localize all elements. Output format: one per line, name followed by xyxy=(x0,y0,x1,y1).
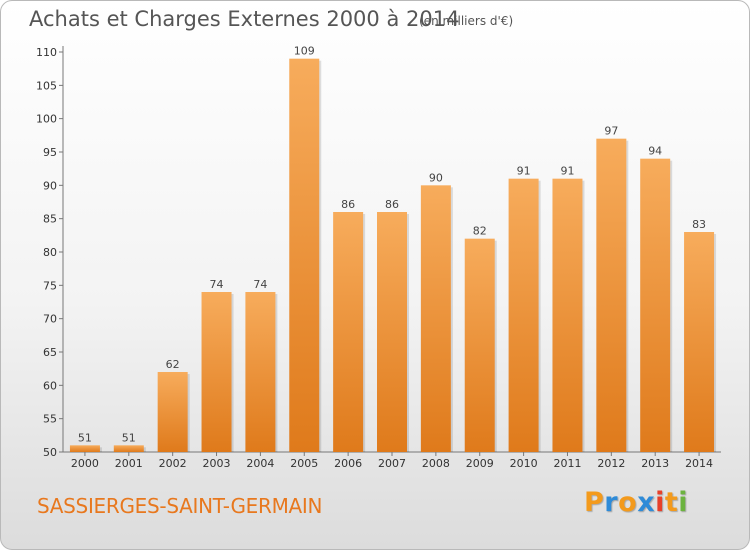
bar xyxy=(157,372,188,452)
x-tick-label: 2014 xyxy=(685,457,713,470)
proxiti-logo: Proxiti xyxy=(584,487,688,518)
x-tick-label: 2011 xyxy=(553,457,581,470)
logo-letter: i xyxy=(655,487,665,518)
x-tick-label: 2004 xyxy=(246,457,274,470)
y-tick-label: 100 xyxy=(36,113,57,126)
y-tick-label: 70 xyxy=(43,313,57,326)
logo-letter: x xyxy=(637,487,656,518)
bar xyxy=(245,292,276,452)
bar-value-label: 91 xyxy=(560,165,574,178)
bar-value-label: 74 xyxy=(253,278,267,291)
y-tick-label: 85 xyxy=(43,213,57,226)
bar xyxy=(333,212,364,452)
y-tick-label: 50 xyxy=(43,446,57,459)
chart-axes: 50 55 60 65 70 75 80 85 90 95 100 105 110 xyxy=(36,46,721,459)
bar-value-label: 90 xyxy=(429,171,443,184)
bar xyxy=(464,238,495,452)
bar-value-label: 86 xyxy=(341,198,355,211)
bar xyxy=(508,178,539,452)
logo-letter: r xyxy=(604,487,619,518)
bar-value-label: 83 xyxy=(692,218,706,231)
logo-letter: i xyxy=(678,487,689,518)
logo-letter: o xyxy=(618,487,638,518)
bar-value-label: 82 xyxy=(473,225,487,238)
y-tick-label: 75 xyxy=(43,279,57,292)
bar xyxy=(377,212,407,452)
bar xyxy=(684,232,715,452)
bar xyxy=(552,178,583,452)
y-tick-label: 90 xyxy=(43,179,57,192)
x-tick-label: 2006 xyxy=(334,457,362,470)
bar-value-label: 51 xyxy=(78,431,92,444)
x-tick-label: 2002 xyxy=(159,457,187,470)
x-tick-label: 2005 xyxy=(290,457,318,470)
bar xyxy=(201,292,232,452)
bar-value-label: 62 xyxy=(166,358,180,371)
logo-letter: t xyxy=(664,487,679,518)
y-tick-label: 110 xyxy=(36,46,57,59)
bar xyxy=(596,138,627,452)
y-tick-label: 105 xyxy=(36,79,57,92)
bar-value-label: 97 xyxy=(604,125,618,138)
x-tick-label: 2001 xyxy=(115,457,143,470)
bar-value-label: 94 xyxy=(648,145,662,158)
logo-letter: P xyxy=(584,487,605,518)
y-tick-label: 65 xyxy=(43,346,57,359)
y-tick-label: 80 xyxy=(43,246,57,259)
y-tick-label: 60 xyxy=(43,379,57,392)
x-tick-label: 2012 xyxy=(597,457,625,470)
chart-unit-subtitle: (en milliers d'€) xyxy=(419,14,514,28)
bar-value-label: 74 xyxy=(210,278,224,291)
x-tick-label: 2009 xyxy=(466,457,494,470)
bar-value-label: 86 xyxy=(385,198,399,211)
bar xyxy=(289,58,320,453)
bar xyxy=(69,445,100,452)
x-tick-label: 2000 xyxy=(71,457,99,470)
chart-labels: 2000 51 2001 51 2002 62 2003 74 2004 74 2005 109 200… xyxy=(71,45,713,470)
y-tick-label: 55 xyxy=(43,413,57,426)
chart-title: Achats et Charges Externes 2000 à 2014 xyxy=(29,7,460,31)
bar xyxy=(113,445,144,452)
x-tick-label: 2008 xyxy=(422,457,450,470)
x-tick-label: 2013 xyxy=(641,457,669,470)
bar-value-label: 91 xyxy=(517,165,531,178)
x-tick-label: 2010 xyxy=(510,457,538,470)
bar-value-label: 109 xyxy=(294,45,315,58)
x-tick-label: 2003 xyxy=(203,457,231,470)
city-name: SASSIERGES-SAINT-GERMAIN xyxy=(37,494,323,518)
bar-value-label: 51 xyxy=(122,431,136,444)
y-tick-label: 95 xyxy=(43,146,57,159)
bar xyxy=(420,185,451,453)
bar-series xyxy=(69,58,717,453)
x-tick-label: 2007 xyxy=(378,457,406,470)
bar xyxy=(640,158,671,452)
